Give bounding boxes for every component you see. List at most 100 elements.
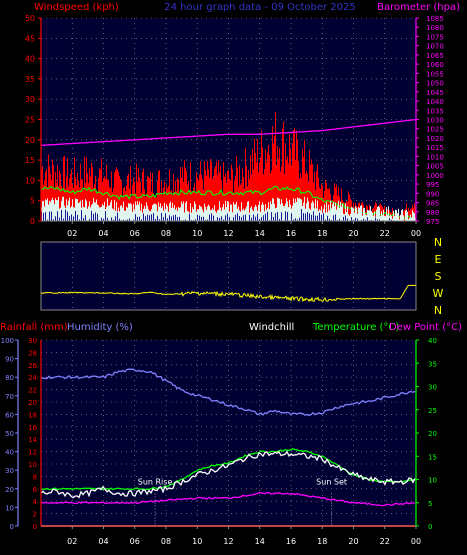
windspeed-tick-label: 35 [25,75,35,84]
wind-x-tick-label: 16 [286,229,296,238]
humidity-tick-label: 60 [5,411,14,419]
rainfall-tick-label: 22 [28,387,37,395]
rainfall-tick-label: 24 [28,374,37,382]
dewpoint-axis-title: Dew Point (°C) [389,322,462,333]
temperature-tick-label: 35 [428,360,437,368]
barometer-line [40,118,417,146]
barometer-tick-label: 1010 [426,153,444,161]
barometer-tick-label: 1075 [426,33,444,41]
barometer-tick-label: 975 [426,218,439,226]
wind-barometer-panel: 0510152025303540455097598098599099510001… [25,2,460,238]
direction-panel-series [40,284,416,303]
windchill-axis-title: Windchill [249,322,294,333]
temperature-tick-label: 10 [428,477,437,485]
temp-x-tick-label: 10 [192,537,202,546]
humidity-tick-label: 90 [5,356,14,364]
direction-label: E [435,253,442,266]
barometer-tick-label: 1055 [426,70,444,78]
direction-label: W [433,287,444,300]
barometer-tick-label: 1020 [426,135,444,143]
windspeed-tick-label: 40 [25,55,35,64]
temperature-tick-label: 40 [428,337,437,345]
humidity-tick-label: 0 [10,523,14,531]
windspeed-tick-label: 0 [30,217,35,226]
temperature-humidity-panel: Sun Rise Sun Set 010203040506070809010002… [0,322,462,546]
direction-label: S [435,270,442,283]
direction-label: N [434,304,442,317]
humidity-tick-label: 30 [5,467,14,475]
temperature-tick-label: 30 [428,384,437,392]
barometer-tick-label: 1045 [426,89,444,97]
barometer-tick-label: 1035 [426,107,444,115]
temp-x-tick-label: 20 [348,537,358,546]
rainfall-axis-title: Rainfall (mm) [0,322,68,333]
barometer-tick-label: 995 [426,181,439,189]
barometer-tick-label: 1060 [426,61,444,69]
temp-panel-grid [41,339,416,527]
barometer-tick-label: 1070 [426,43,444,51]
windspeed-tick-label: 10 [25,176,35,185]
temperature-tick-label: 25 [428,407,437,415]
barometer-tick-label: 1025 [426,126,444,134]
rainfall-tick-label: 14 [28,436,37,444]
barometer-tick-label: 1080 [426,24,444,32]
wind-x-tick-label: 10 [192,229,202,238]
rainfall-tick-label: 28 [28,349,37,357]
temp-x-tick-label: 00 [411,537,421,546]
rainfall-tick-label: 4 [33,498,38,506]
barometer-tick-label: 1040 [426,98,444,106]
temperature-tick-label: 20 [428,430,437,438]
humidity-tick-label: 10 [5,504,14,512]
temp-x-tick-label: 08 [161,537,171,546]
rainfall-tick-label: 8 [33,473,37,481]
sunset-label: Sun Set [316,478,347,487]
humidity-tick-label: 70 [5,393,14,401]
rainfall-tick-label: 12 [28,449,37,457]
temperature-line [40,448,416,491]
rainfall-tick-label: 0 [33,523,37,531]
windspeed-tick-label: 25 [25,116,35,125]
humidity-axis-title: Humidity (%) [67,322,133,333]
barometer-tick-label: 990 [426,190,439,198]
barometer-tick-label: 1050 [426,80,444,88]
rainfall-tick-label: 10 [28,461,37,469]
rainfall-tick-label: 2 [33,511,37,519]
wind-x-tick-label: 20 [348,229,358,238]
temp-x-tick-label: 14 [255,537,265,546]
humidity-tick-label: 80 [5,374,14,382]
wind-panel-axes: 0510152025303540455097598098599099510001… [25,14,444,238]
wind-x-tick-label: 00 [411,229,421,238]
rainfall-tick-label: 18 [28,411,37,419]
temp-panel-axes: 0102030405060708090100024681012141618202… [1,337,437,546]
windspeed-tick-label: 15 [25,156,35,165]
wind-x-tick-label: 14 [255,229,265,238]
windspeed-tick-label: 5 [30,197,35,206]
barometer-tick-label: 980 [426,209,439,217]
temp-x-tick-label: 22 [380,537,390,546]
humidity-tick-label: 100 [1,337,14,345]
barometer-axis-title: Barometer (hpa) [377,2,460,13]
wind-x-tick-label: 08 [161,229,171,238]
sunrise-label: Sun Rise [138,478,173,487]
windspeed-tick-label: 50 [25,14,35,23]
chart-title: 24 hour graph data - 09 October 2025 [164,2,355,13]
dew-point-line [40,492,416,507]
temp-x-tick-label: 16 [286,537,296,546]
barometer-tick-label: 1085 [426,15,444,23]
temp-x-tick-label: 12 [223,537,233,546]
temp-x-tick-label: 02 [67,537,77,546]
humidity-tick-label: 40 [5,449,14,457]
humidity-tick-label: 20 [5,486,14,494]
temperature-tick-label: 0 [428,523,432,531]
rainfall-tick-label: 30 [28,337,37,345]
wind-x-tick-label: 22 [380,229,390,238]
wind-x-tick-label: 12 [223,229,233,238]
temp-x-tick-label: 06 [130,537,140,546]
direction-label: N [434,236,442,249]
rainfall-tick-label: 16 [28,424,37,432]
temperature-tick-label: 15 [428,453,437,461]
barometer-tick-label: 1065 [426,52,444,60]
wind-x-tick-label: 04 [98,229,108,238]
